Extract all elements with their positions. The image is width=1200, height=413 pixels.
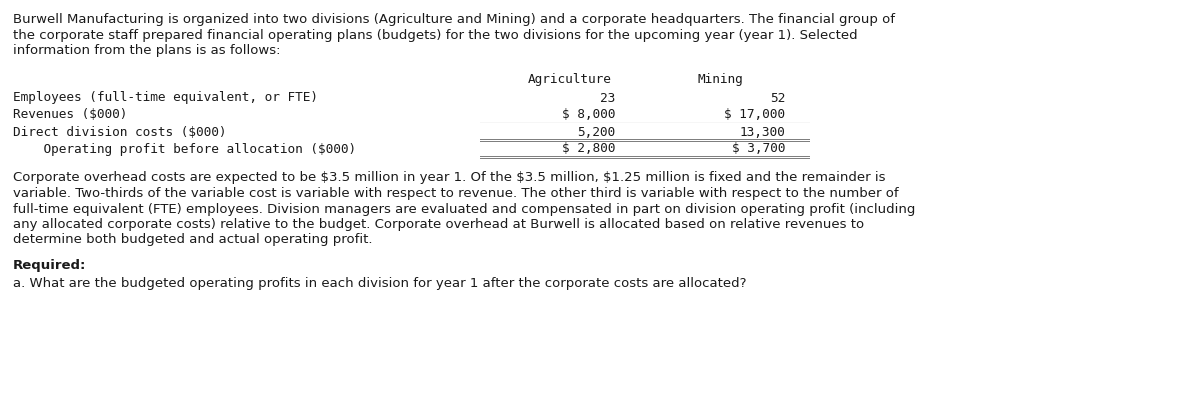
Text: information from the plans is as follows:: information from the plans is as follows… — [13, 44, 281, 57]
Text: 52: 52 — [769, 91, 785, 104]
Text: $ 2,800: $ 2,800 — [562, 142, 616, 155]
Text: full-time equivalent (FTE) employees. Division managers are evaluated and compen: full-time equivalent (FTE) employees. Di… — [13, 202, 916, 215]
Text: 23: 23 — [600, 91, 616, 104]
Text: a. What are the budgeted operating profits in each division for year 1 after the: a. What are the budgeted operating profi… — [13, 276, 746, 289]
Text: determine both budgeted and actual operating profit.: determine both budgeted and actual opera… — [13, 233, 372, 246]
Text: $ 8,000: $ 8,000 — [562, 108, 616, 121]
Text: Agriculture: Agriculture — [528, 72, 612, 85]
Text: 13,300: 13,300 — [739, 125, 785, 138]
Text: Mining: Mining — [697, 72, 743, 85]
Text: $ 17,000: $ 17,000 — [724, 108, 785, 121]
Text: Required:: Required: — [13, 259, 86, 271]
Text: any allocated corporate costs) relative to the budget. Corporate overhead at Bur: any allocated corporate costs) relative … — [13, 218, 864, 230]
Text: Revenues ($000): Revenues ($000) — [13, 108, 127, 121]
Text: Burwell Manufacturing is organized into two divisions (Agriculture and Mining) a: Burwell Manufacturing is organized into … — [13, 13, 895, 26]
Text: 5,200: 5,200 — [577, 125, 616, 138]
Text: Direct division costs ($000): Direct division costs ($000) — [13, 125, 227, 138]
Text: variable. Two-thirds of the variable cost is variable with respect to revenue. T: variable. Two-thirds of the variable cos… — [13, 187, 899, 199]
Text: Corporate overhead costs are expected to be $3.5 million in year 1. Of the $3.5 : Corporate overhead costs are expected to… — [13, 171, 886, 184]
Text: $ 3,700: $ 3,700 — [732, 142, 785, 155]
Text: the corporate staff prepared financial operating plans (budgets) for the two div: the corporate staff prepared financial o… — [13, 28, 858, 41]
Text: Employees (full-time equivalent, or FTE): Employees (full-time equivalent, or FTE) — [13, 91, 318, 104]
Text: Operating profit before allocation ($000): Operating profit before allocation ($000… — [13, 142, 356, 155]
